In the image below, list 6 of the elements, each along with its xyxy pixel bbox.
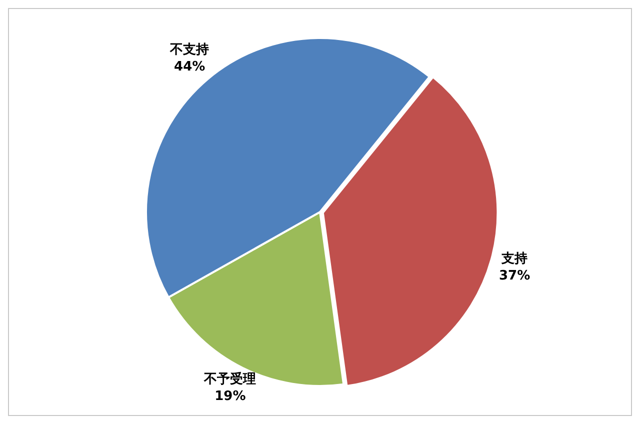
data-label: 44%	[174, 60, 206, 75]
slice-label: 不支持	[169, 42, 210, 58]
data-label: 37%	[498, 268, 530, 284]
slice-label: 支持	[500, 251, 528, 266]
data-label: 19%	[214, 389, 246, 404]
slice-label: 不予受理	[203, 371, 256, 387]
